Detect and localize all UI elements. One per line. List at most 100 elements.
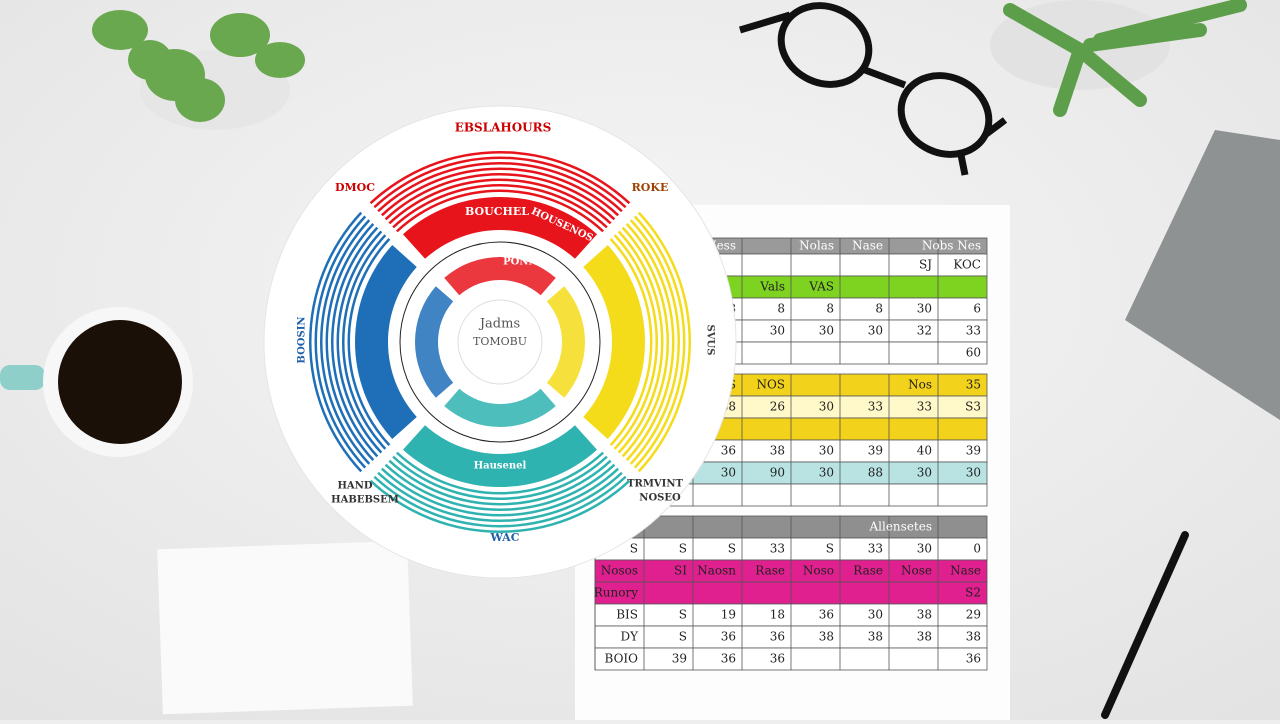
label: SVUS	[705, 325, 716, 356]
cell-text: 32	[917, 324, 932, 338]
label: NOSEO	[639, 493, 681, 504]
cell-text: 33	[966, 324, 981, 338]
ring-stripe	[609, 237, 653, 447]
ring-stripe	[373, 156, 627, 209]
cell-text: 30	[819, 324, 834, 338]
ring-stripe	[613, 234, 658, 450]
cell-text: Nobs Nes	[922, 239, 981, 253]
ring-stripe	[388, 178, 612, 225]
cell-text: SJ	[919, 258, 932, 272]
cell-text: Nase	[852, 239, 883, 253]
cell-text: 18	[770, 608, 785, 622]
cell-text: Nose	[901, 564, 932, 578]
ring-stripe	[384, 463, 616, 512]
cell-text: BOIO	[605, 652, 639, 666]
cell-text: 30	[868, 608, 883, 622]
cell-text: 36	[819, 608, 834, 622]
cell-text: 36	[770, 630, 785, 644]
ring-stripe	[314, 215, 367, 469]
ring-stripe	[388, 459, 612, 506]
cell-text: 30	[868, 324, 883, 338]
label: BOUCHEL	[465, 205, 529, 218]
cell-text: 39	[966, 444, 981, 458]
cell-text: 36	[966, 652, 981, 666]
ring-stripe	[392, 455, 608, 500]
cell-text: Naosn	[697, 564, 736, 578]
ring-stripe	[320, 219, 371, 465]
center-text: Jadms	[478, 317, 520, 332]
ring-stripe	[309, 211, 363, 473]
cell-text: 8	[777, 302, 785, 316]
pen	[1101, 531, 1189, 719]
ring-band	[415, 286, 454, 398]
ring-stripe	[369, 151, 631, 205]
cell-text: Allensetes	[868, 520, 932, 534]
cell-text: 26	[770, 400, 785, 414]
label: PONMS	[503, 257, 547, 268]
cell-text: 38	[770, 444, 785, 458]
plant	[1003, 0, 1247, 117]
cell-text: 30	[917, 542, 932, 556]
ring-stripe	[617, 230, 664, 454]
cell-text: S3	[965, 400, 981, 414]
cell-text: Runory	[594, 586, 638, 600]
cell-text: 30	[966, 466, 981, 480]
cell-text: Nos	[908, 378, 932, 392]
cell-text: 30	[917, 466, 932, 480]
cell-text: BIS	[616, 608, 638, 622]
label: DMOC	[335, 181, 375, 194]
cell-text: 33	[868, 542, 883, 556]
cell-text: 30	[770, 324, 785, 338]
cell-text: S2	[965, 586, 981, 600]
glasses	[738, 2, 1008, 176]
cell-text: 8	[875, 302, 883, 316]
cell-text: S	[826, 542, 834, 556]
label: HABEBSEM	[331, 495, 399, 506]
ring-band	[402, 425, 598, 487]
cell-text: 30	[819, 444, 834, 458]
ring-stripe	[341, 234, 387, 450]
cell-text: 38	[966, 630, 981, 644]
ring-stripe	[380, 167, 620, 217]
ring-band	[583, 244, 645, 440]
cell-text: 30	[721, 466, 736, 480]
ring-stripe	[392, 184, 608, 229]
ring-stripe	[380, 467, 620, 517]
ring-band	[402, 197, 598, 259]
cell-text: Noso	[803, 564, 834, 578]
cell-text: 90	[770, 466, 785, 480]
ring-stripe	[377, 471, 623, 522]
cell-text: S	[728, 542, 736, 556]
cell-text: 36	[721, 652, 736, 666]
card	[1125, 130, 1280, 420]
label: WAC	[490, 531, 520, 544]
wheel-rings	[309, 151, 691, 533]
label: HAND	[337, 481, 372, 492]
cell-text: 6	[973, 302, 981, 316]
cell-text: 39	[868, 444, 883, 458]
ring-stripe	[629, 219, 680, 465]
cell-text: Nase	[950, 564, 981, 578]
ring-stripe	[331, 226, 379, 458]
cell-text: 36	[721, 630, 736, 644]
cell-text: 35	[966, 378, 981, 392]
cell-text: NOS	[756, 378, 785, 392]
ring-stripe	[637, 211, 691, 473]
ring-stripe	[377, 162, 623, 213]
cell-text: 40	[917, 444, 932, 458]
cell-text: SI	[674, 564, 687, 578]
cell-text: 8	[826, 302, 834, 316]
cell-text: 19	[721, 608, 736, 622]
wheel-title: EBSLAHOURS	[455, 121, 552, 135]
ring-stripe	[395, 451, 605, 495]
label: ROKE	[632, 181, 669, 194]
cell-text: S	[679, 608, 687, 622]
ring-band	[546, 286, 585, 398]
center	[457, 299, 543, 385]
cell-text: 88	[868, 466, 883, 480]
cell-text: Rase	[853, 564, 883, 578]
ring-band	[355, 244, 417, 440]
ring-stripe	[395, 189, 605, 233]
cell-text: S	[630, 542, 638, 556]
